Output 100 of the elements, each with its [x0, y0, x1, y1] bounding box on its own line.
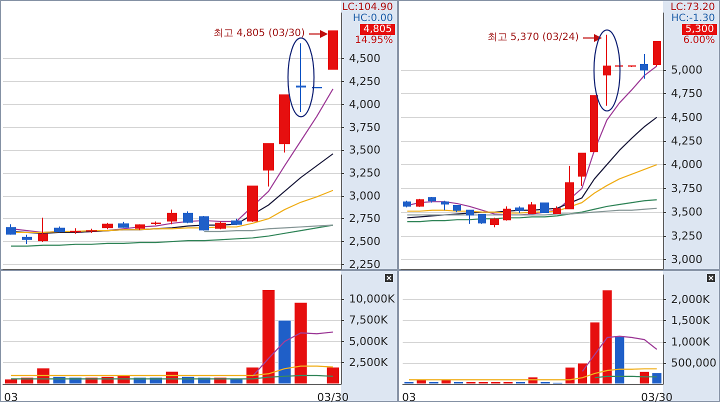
candlestick — [553, 206, 561, 215]
y-tick-label: 2,500 — [349, 235, 380, 248]
line-series — [10, 224, 334, 247]
candlestick — [540, 202, 549, 214]
candlestick — [279, 94, 290, 154]
candlestick — [86, 228, 97, 234]
text: 14.95% — [354, 35, 393, 46]
line-series — [408, 368, 658, 380]
line-series — [406, 164, 658, 214]
candlestick — [590, 95, 598, 152]
line-series — [406, 199, 658, 222]
y-tick-label: 2,250 — [349, 258, 380, 271]
x-tick-label: 03/30 — [640, 391, 673, 402]
bar — [515, 381, 526, 384]
candlestick — [441, 200, 449, 211]
bar — [503, 381, 514, 384]
candlestick — [416, 198, 424, 208]
candlestick — [199, 215, 209, 232]
y-tick-label: 3,000 — [671, 253, 702, 266]
y-tick-label: 4,000 — [349, 98, 380, 111]
y-tick-label: 3,250 — [671, 229, 702, 242]
bar — [4, 378, 18, 384]
candlestick — [38, 217, 48, 243]
line-series — [406, 208, 658, 216]
candlestick — [167, 209, 177, 225]
text: HC:0.00 — [352, 13, 393, 24]
text: HC:-1.30 — [671, 13, 715, 24]
bar — [590, 322, 600, 384]
candlestick — [296, 42, 306, 113]
bar — [490, 381, 501, 384]
y-tick-label: 5,000 — [671, 63, 702, 76]
y-tick-label: 3,000 — [349, 189, 380, 202]
candlestick — [102, 222, 113, 230]
y-tick-label: 10,000K — [349, 292, 396, 306]
candlestick — [215, 220, 226, 230]
x-tick-label: 03/30 — [317, 391, 349, 402]
bar — [478, 381, 488, 384]
y-tick-label: 5,000K — [349, 334, 388, 348]
y-tick-label: 3,750 — [349, 120, 380, 134]
candlestick — [490, 217, 499, 228]
candlestick — [578, 152, 586, 186]
bar — [602, 290, 612, 384]
candlestick — [628, 65, 636, 68]
y-tick-label: 4,500 — [671, 110, 702, 124]
text: 5,300 — [682, 24, 717, 35]
y-tick-label: 7,500K — [349, 314, 388, 327]
line-series — [252, 331, 334, 377]
candlestick — [478, 214, 486, 224]
y-tick-label: 2,750 — [349, 212, 380, 226]
text: 6.00% — [683, 35, 715, 46]
candlestick — [528, 202, 536, 215]
bar — [652, 372, 662, 384]
text: 4,805 — [360, 24, 395, 35]
bar — [278, 320, 292, 384]
line-series — [582, 336, 658, 372]
candlestick — [183, 210, 193, 224]
candlestick — [640, 54, 648, 80]
y-tick-label: 3,500 — [349, 144, 380, 157]
candlestick — [247, 185, 258, 222]
candlestick — [453, 204, 461, 213]
annotation: 최고 4,805 (03/30) — [213, 28, 305, 39]
text: LC:73.20 — [670, 2, 715, 13]
candlestick — [151, 220, 161, 226]
candlestick — [653, 40, 661, 67]
candlestick — [503, 206, 511, 222]
bar — [404, 381, 414, 384]
text: LC:104.90 — [342, 2, 393, 13]
candlestick — [6, 224, 16, 236]
candlestick — [70, 228, 81, 234]
y-tick-label: 2,000K — [671, 293, 710, 306]
y-tick-label: 2,500K — [349, 356, 388, 370]
bar — [326, 366, 340, 384]
line-series — [204, 224, 334, 232]
candlestick — [515, 206, 524, 214]
y-tick-label: 1,500K — [671, 314, 710, 328]
bar — [262, 289, 276, 384]
x-tick-label: 03 — [402, 391, 416, 402]
bar — [428, 381, 439, 384]
candlestick — [603, 34, 611, 106]
y-tick-label: 4,250 — [349, 75, 380, 88]
bar — [614, 336, 625, 384]
y-tick-label: 4,250 — [671, 134, 702, 148]
candlestick — [565, 165, 574, 210]
y-tick-label: 1,000K — [671, 335, 710, 348]
y-tick-label: 4,500 — [349, 52, 380, 66]
candlestick — [403, 200, 411, 208]
y-tick-label: 3,750 — [671, 182, 702, 195]
y-tick-label: 500,000 — [671, 356, 716, 370]
y-tick-label: 4,000 — [671, 158, 702, 172]
x-tick-label: 03 — [4, 391, 18, 402]
candlestick — [118, 221, 129, 228]
bar — [294, 302, 308, 384]
candlestick — [135, 224, 145, 231]
y-tick-label: 4,750 — [671, 87, 702, 100]
line-series — [406, 116, 658, 218]
y-tick-label: 3,500 — [671, 206, 702, 219]
candlestick — [231, 218, 242, 226]
bar — [564, 367, 576, 384]
candlestick — [54, 226, 65, 233]
bar — [466, 381, 476, 384]
